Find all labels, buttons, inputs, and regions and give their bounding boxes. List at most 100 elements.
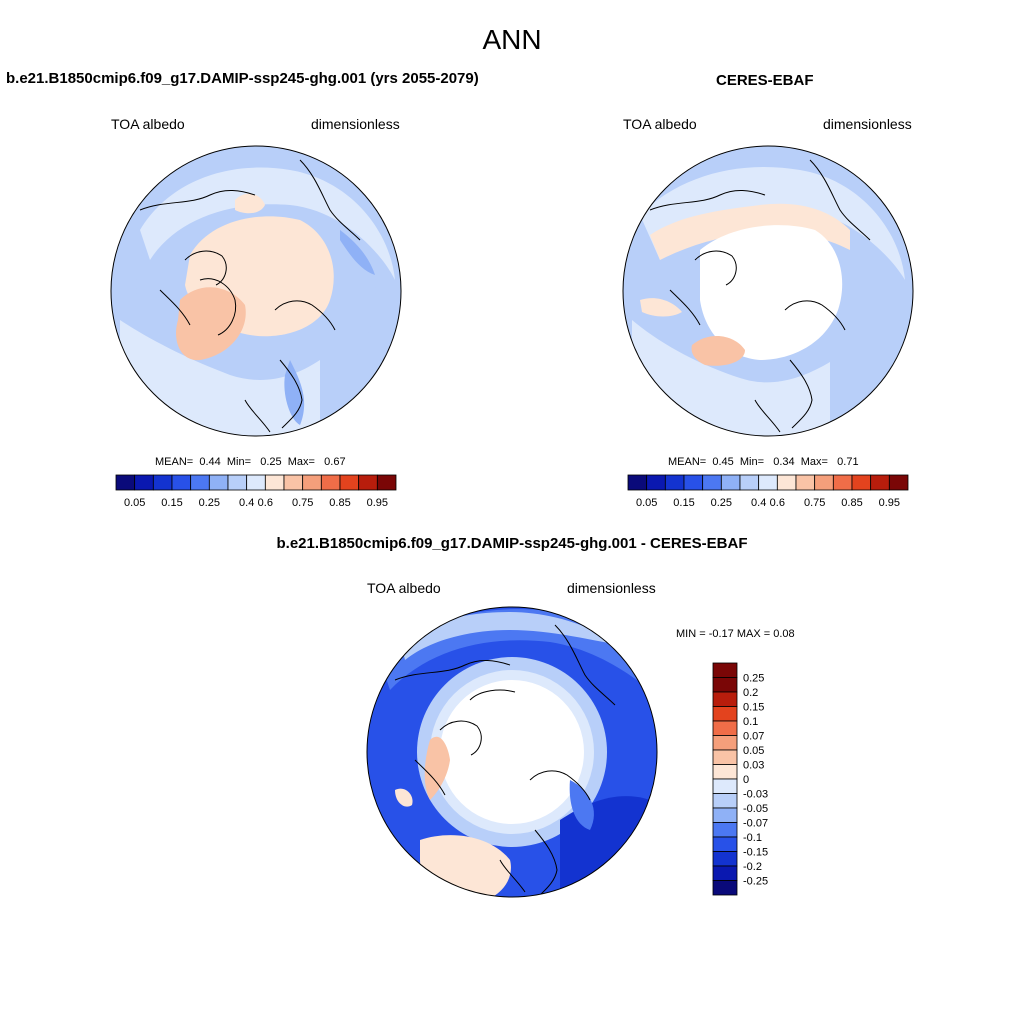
diff-colorbar-box: [712, 880, 738, 896]
diff-colorbar-box: [712, 691, 738, 707]
obs-colorbar-tick-label: 0.95: [879, 497, 900, 509]
diff-colorbar-tick-label: -0.1: [743, 832, 762, 844]
obs-colorbar-tick-label: 0.85: [841, 497, 862, 509]
obs-colorbar-tick-label: 0.05: [636, 497, 657, 509]
obs-colorbar-tick-label: 0.75: [804, 497, 825, 509]
diff-colorbar-box: [712, 706, 738, 722]
diff-colorbar-tick-label: -0.2: [743, 861, 762, 873]
diff-colorbar-box: [712, 764, 738, 780]
obs-colorbar-box: [664, 474, 685, 491]
model-units-label: dimensionless: [311, 116, 400, 132]
obs-min-value: 0.34: [773, 456, 795, 468]
obs-colorbar-box: [814, 474, 834, 491]
model-colorbar-tick-label: 0.15: [161, 497, 182, 509]
model-min-value: 0.25: [260, 456, 282, 468]
model-mean-label: MEAN=: [155, 456, 194, 468]
obs-stats: MEAN= 0.45 Min= 0.34 Max= 0.71: [668, 456, 859, 468]
model-colorbar-box: [246, 474, 266, 491]
diff-colorbar-tick-label: 0.25: [743, 673, 764, 685]
diff-polar-map: [366, 606, 658, 898]
diff-colorbar-box: [712, 778, 738, 794]
model-colorbar-box: [376, 474, 397, 491]
diff-colorbar-box: [712, 793, 738, 809]
diff-panel-title: b.e21.B1850cmip6.f09_g17.DAMIP-ssp245-gh…: [276, 535, 748, 552]
model-colorbar-box: [320, 474, 341, 491]
diff-minmax: MIN = -0.17 MAX = 0.08: [676, 628, 795, 640]
model-mean-value: 0.44: [199, 456, 221, 468]
diff-colorbar-tick-label: -0.25: [743, 876, 768, 888]
model-max-label: Max=: [287, 456, 315, 468]
diff-colorbar-box: [712, 720, 738, 736]
obs-colorbar-box: [702, 474, 722, 491]
obs-colorbar-box: [795, 474, 816, 491]
obs-colorbar-tick-label: 0.15: [673, 497, 694, 509]
diff-colorbar-box: [712, 677, 738, 693]
obs-variable-label: TOA albedo: [623, 116, 697, 132]
model-colorbar-box: [208, 474, 229, 491]
obs-colorbar-box: [870, 474, 890, 491]
obs-colorbar-box: [758, 474, 778, 491]
obs-min-label: Min=: [739, 456, 765, 468]
obs-colorbar-box: [888, 474, 909, 491]
diff-colorbar-box: [712, 735, 738, 751]
model-colorbar-box: [152, 474, 173, 491]
diff-colorbar-box: [712, 822, 738, 838]
diff-colorbar-tick-label: 0.07: [743, 731, 764, 743]
obs-max-label: Max=: [800, 456, 828, 468]
model-colorbar-box: [171, 474, 192, 491]
model-polar-map: [110, 145, 402, 437]
diff-colorbar-box: [712, 662, 738, 678]
model-colorbar-box: [134, 474, 154, 491]
obs-mean-value: 0.45: [712, 456, 734, 468]
diff-colorbar-tick-label: 0.1: [743, 716, 758, 728]
model-colorbar: 0.05 0.15 0.25 0.4 0.6 0.75 0.85 0.95: [115, 474, 397, 509]
model-max-value: 0.67: [324, 456, 346, 468]
diff-colorbar-tick-label: -0.07: [743, 818, 768, 830]
diff-colorbar-tick-label: -0.03: [743, 789, 768, 801]
model-colorbar-tick-label: 0.75: [292, 497, 313, 509]
obs-colorbar-box: [627, 474, 648, 491]
model-colorbar-tick-label: 0.4: [239, 497, 254, 509]
diff-colorbar-tick-label: 0: [743, 774, 749, 786]
obs-colorbar-box: [646, 474, 666, 491]
model-colorbar-box: [115, 474, 136, 491]
diff-colorbar-tick-label: 0.05: [743, 745, 764, 757]
model-colorbar-box: [339, 474, 360, 491]
obs-colorbar-box: [851, 474, 872, 491]
obs-colorbar: 0.05 0.15 0.25 0.4 0.6 0.75 0.85 0.95: [627, 474, 909, 509]
model-panel-title: b.e21.B1850cmip6.f09_g17.DAMIP-ssp245-gh…: [6, 70, 479, 87]
model-colorbar-box: [358, 474, 378, 491]
model-colorbar-tick-label: 0.6: [258, 497, 273, 509]
obs-colorbar-box: [739, 474, 760, 491]
diff-colorbar-tick-label: 0.03: [743, 760, 764, 772]
obs-colorbar-tick-label: 0.4: [751, 497, 766, 509]
obs-colorbar-box: [832, 474, 853, 491]
diff-colorbar-tick-label: 0.2: [743, 687, 758, 699]
diff-variable-label: TOA albedo: [367, 580, 441, 596]
model-colorbar-box: [227, 474, 248, 491]
obs-colorbar-tick-label: 0.25: [711, 497, 732, 509]
diff-colorbar-box: [712, 836, 738, 852]
model-min-label: Min=: [226, 456, 252, 468]
diff-colorbar-box: [712, 807, 738, 823]
obs-panel-title: CERES-EBAF: [716, 72, 814, 89]
model-stats: MEAN= 0.44 Min= 0.25 Max= 0.67: [155, 456, 346, 468]
diff-units-label: dimensionless: [567, 580, 656, 596]
diff-colorbar-box: [712, 851, 738, 867]
diff-colorbar-box: [712, 749, 738, 765]
diff-colorbar-tick-label: -0.05: [743, 803, 768, 815]
model-colorbar-tick-label: 0.85: [329, 497, 350, 509]
model-colorbar-tick-label: 0.25: [199, 497, 220, 509]
obs-colorbar-tick-label: 0.6: [770, 497, 785, 509]
model-colorbar-box: [283, 474, 304, 491]
model-variable-label: TOA albedo: [111, 116, 185, 132]
diff-colorbar: 0.25 0.2 0.15 0.1 0.07 0.05 0.03 0 -0.03 -0.05 -0.…: [712, 662, 768, 896]
model-colorbar-box: [190, 474, 210, 491]
diff-colorbar-tick-label: 0.15: [743, 702, 764, 714]
figure-title: ANN: [482, 24, 542, 55]
diff-colorbar-box: [712, 865, 738, 881]
obs-units-label: dimensionless: [823, 116, 912, 132]
obs-max-value: 0.71: [837, 456, 859, 468]
obs-polar-map: [622, 145, 914, 437]
